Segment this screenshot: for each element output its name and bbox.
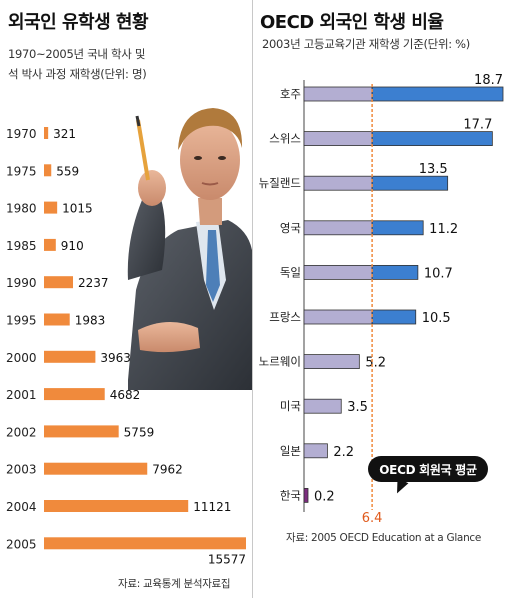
country-label: 한국	[280, 488, 301, 502]
year-label: 1970	[6, 127, 37, 141]
year-label: 1995	[6, 314, 37, 328]
country-label: 영국	[280, 221, 301, 235]
bar-한국	[303, 487, 309, 503]
value-label: 559	[56, 164, 79, 178]
oecd-average-value: 6.4	[362, 511, 383, 526]
bar-스위스	[371, 131, 493, 147]
bar-2001	[44, 388, 105, 401]
country-label: 미국	[280, 399, 301, 413]
bar-독일	[371, 264, 419, 280]
country-label: 독일	[280, 265, 301, 279]
year-label: 2002	[6, 425, 37, 439]
left-bar-chart: 1970 321 1975 559 1980 1015 1985 910 1990 2237 199…	[6, 127, 246, 566]
value-label: 10.5	[422, 311, 451, 326]
value-label: 10.7	[424, 266, 453, 281]
bar-base-프랑스	[303, 309, 373, 325]
country-label: 호주	[280, 87, 301, 101]
bar-2004	[44, 500, 189, 512]
left-panel: 외국인 유학생 현황 1970~2005년 국내 학사 및 석 박사 과정 재학…	[0, 0, 253, 598]
value-label: 17.7	[463, 118, 492, 133]
left-subtitle-line2: 석 박사 과정 재학생(단위: 명)	[8, 67, 147, 81]
businessman-photo	[127, 108, 252, 390]
value-label: 3963	[100, 351, 131, 365]
country-label: 스위스	[269, 132, 301, 146]
bar-노르웨이	[303, 354, 360, 370]
value-label: 7962	[152, 463, 183, 477]
value-label: 18.7	[474, 73, 503, 88]
value-label: 3.5	[347, 400, 368, 415]
bar-2005	[44, 537, 246, 550]
value-label: 15577	[208, 552, 246, 566]
bar-base-호주	[303, 86, 373, 102]
country-label: 프랑스	[269, 310, 301, 324]
value-label: 11.2	[429, 222, 458, 237]
value-label: 13.5	[419, 162, 448, 177]
value-label: 321	[53, 127, 76, 141]
bar-2000	[44, 350, 96, 363]
value-label: 0.2	[314, 489, 335, 504]
year-label: 1985	[6, 239, 37, 253]
year-label: 1990	[6, 276, 37, 290]
bar-1970	[44, 127, 49, 139]
year-label: 2000	[6, 351, 37, 365]
value-label: 5.2	[365, 356, 386, 371]
value-label: 910	[61, 239, 84, 253]
right-chart-subtitle: 2003년 고등교육기관 재학생 기준(단위: %)	[262, 37, 470, 51]
bar-미국	[303, 398, 342, 414]
bar-1990	[44, 276, 74, 289]
left-chart-title: 외국인 유학생 현황	[8, 12, 149, 33]
value-label: 1015	[62, 202, 93, 216]
left-chart-source: 자료: 교육통계 분석자료집	[118, 578, 231, 590]
country-label: 뉴질랜드	[259, 176, 301, 190]
year-label: 2004	[6, 500, 37, 514]
bar-영국	[371, 220, 424, 236]
oecd-average-callout: OECD 회원국 평균	[368, 456, 488, 482]
right-chart-source: 자료: 2005 OECD Education at a Glance	[286, 532, 482, 544]
value-label: 2.2	[333, 445, 354, 460]
value-label: 5759	[124, 425, 155, 439]
year-label: 1975	[6, 164, 37, 178]
bar-base-뉴질랜드	[303, 175, 373, 191]
year-label: 2003	[6, 463, 37, 477]
bar-1985	[44, 238, 56, 251]
bar-2003	[44, 462, 148, 475]
value-label: 4682	[110, 388, 141, 402]
bar-호주	[371, 86, 504, 102]
bar-base-영국	[303, 220, 373, 236]
right-bar-chart: 호주 18.7 스위스 17.7 뉴질랜드 13.5 영국 11.2 독일 10.7 프랑스 10.5…	[259, 73, 504, 526]
year-label: 2001	[6, 388, 37, 402]
value-label: 1983	[75, 314, 106, 328]
right-panel: OECD 외국인 학생 비율 2003년 고등교육기관 재학생 기준(단위: %…	[256, 0, 510, 598]
bar-1975	[44, 164, 52, 177]
bar-프랑스	[371, 309, 417, 325]
country-label: 노르웨이	[259, 355, 301, 369]
year-label: 1980	[6, 202, 37, 216]
bar-1980	[44, 201, 58, 214]
bar-base-스위스	[303, 131, 373, 147]
value-label: 2237	[78, 276, 109, 290]
year-label: 2005	[6, 537, 37, 551]
country-label: 일본	[280, 444, 301, 458]
bar-뉴질랜드	[371, 175, 449, 191]
left-subtitle-line1: 1970~2005년 국내 학사 및	[8, 47, 146, 61]
right-chart-title: OECD 외국인 학생 비율	[260, 12, 444, 33]
value-label: 11121	[193, 500, 231, 514]
bar-2002	[44, 425, 119, 438]
bar-base-독일	[303, 264, 373, 280]
left-chart-subtitle: 1970~2005년 국내 학사 및 석 박사 과정 재학생(단위: 명)	[8, 44, 147, 84]
bar-일본	[303, 443, 328, 459]
bar-1995	[44, 313, 70, 326]
